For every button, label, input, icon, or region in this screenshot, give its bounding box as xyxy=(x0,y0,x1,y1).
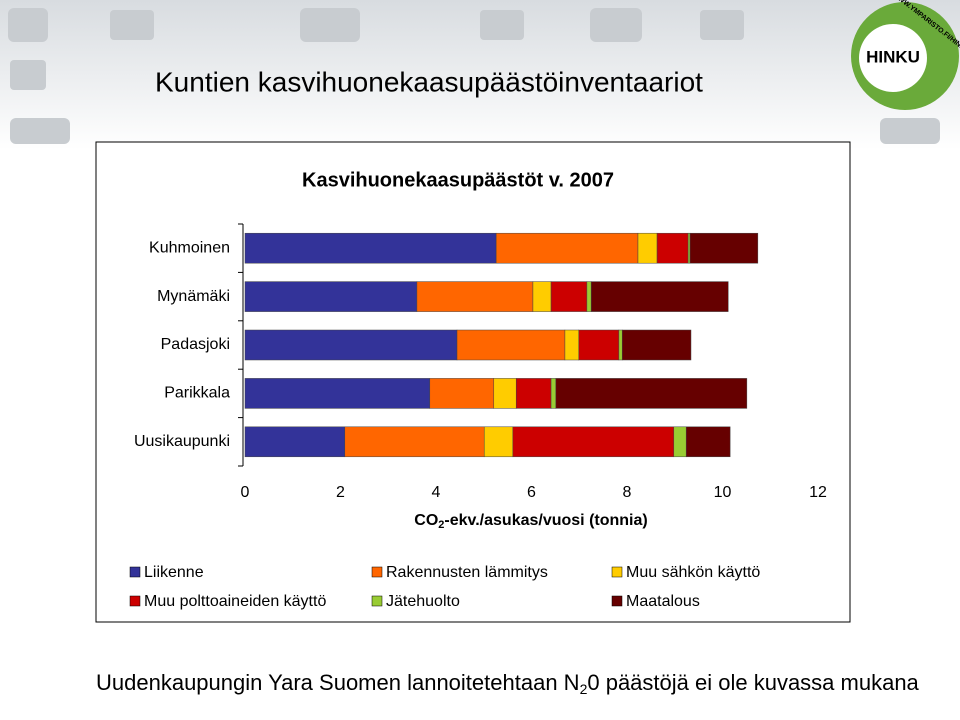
bar-segment xyxy=(495,232,639,264)
legend-swatch xyxy=(611,566,623,578)
bar-segment xyxy=(429,378,495,409)
decorative-icons xyxy=(8,8,940,144)
logo-center xyxy=(859,24,927,92)
x-tick-label: 0 xyxy=(241,484,250,501)
x-tick-label: 12 xyxy=(809,484,827,501)
legend-label: Jätehuolto xyxy=(386,593,460,610)
bar-segment xyxy=(416,281,534,312)
bar-segment xyxy=(618,329,623,361)
bar-segment xyxy=(685,426,731,458)
bar-segment xyxy=(456,329,566,361)
bar-segment xyxy=(550,378,557,409)
bar-segment xyxy=(689,232,759,264)
bar-segment xyxy=(564,329,580,361)
legend-swatch xyxy=(371,595,383,607)
logo: HINKU WWW.YMPARISTO.FI/HINKU xyxy=(851,0,960,110)
bar-segment xyxy=(586,281,592,312)
bar-segment xyxy=(687,232,691,264)
bar-segment xyxy=(621,329,692,361)
bar-segment xyxy=(578,329,620,361)
bar-segment xyxy=(512,426,675,458)
bar-segment xyxy=(532,281,552,312)
chart-title: Kasvihuonekaasupäästöt v. 2007 xyxy=(302,169,614,191)
bar-segment xyxy=(244,329,458,361)
legend-swatch xyxy=(611,595,623,607)
y-tick-label: Mynämäki xyxy=(157,288,230,305)
bar-segment xyxy=(244,426,346,458)
legend-label: Maatalous xyxy=(626,593,700,610)
bar-segment xyxy=(656,232,689,264)
y-tick-label: Parikkala xyxy=(164,385,230,402)
bar-segment xyxy=(637,232,658,264)
legend-label: Rakennusten lämmitys xyxy=(386,564,548,581)
legend-swatch xyxy=(371,566,383,578)
legend-label: Liikenne xyxy=(144,564,204,581)
bar-segment xyxy=(555,378,748,409)
x-axis-label: CO2-ekv./asukas/vuosi (tonnia) xyxy=(414,512,647,531)
bar-segment xyxy=(493,378,517,409)
bar-segment xyxy=(590,281,729,312)
bar-segment xyxy=(515,378,552,409)
y-tick-label: Uusikaupunki xyxy=(134,433,230,450)
bar-segment xyxy=(244,232,497,264)
x-tick-label: 6 xyxy=(527,484,536,501)
bar-segment xyxy=(344,426,485,458)
legend-swatch xyxy=(129,566,141,578)
x-tick-label: 2 xyxy=(336,484,345,501)
slide-title: Kuntien kasvihuonekaasupäästöinventaario… xyxy=(155,66,703,97)
x-tick-label: 8 xyxy=(623,484,632,501)
bar-segment xyxy=(673,426,687,458)
logo-name: HINKU xyxy=(866,47,920,66)
bar-segment xyxy=(550,281,588,312)
legend-label: Muu polttoaineiden käyttö xyxy=(144,593,326,610)
legend-label: Muu sähkön käyttö xyxy=(626,564,760,581)
x-tick-label: 4 xyxy=(432,484,441,501)
bar-segment xyxy=(244,378,431,409)
bar-segment xyxy=(244,281,418,312)
bar-segment xyxy=(483,426,514,458)
legend-swatch xyxy=(129,595,141,607)
footnote: Uudenkaupungin Yara Suomen lannoitetehta… xyxy=(96,670,920,697)
x-tick-label: 10 xyxy=(714,484,732,501)
y-tick-label: Kuhmoinen xyxy=(149,239,230,256)
y-tick-label: Padasjoki xyxy=(161,336,230,353)
